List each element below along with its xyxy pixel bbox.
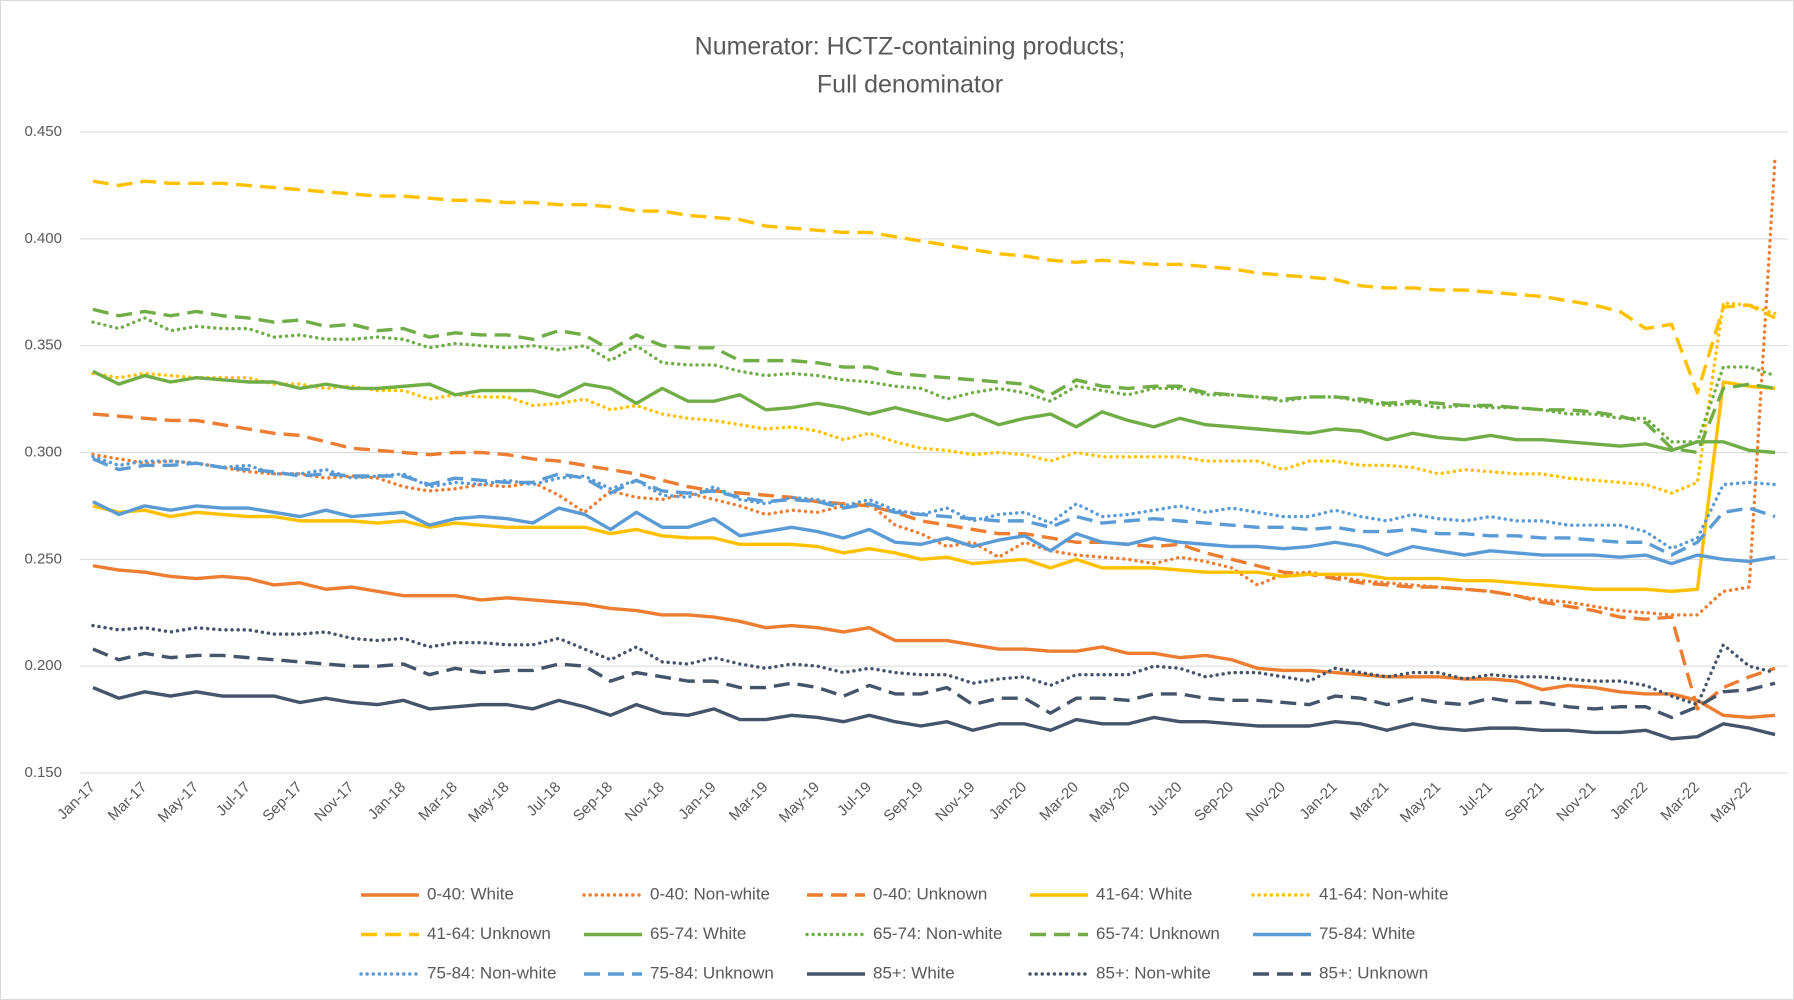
series-line: [92, 564, 1776, 720]
y-tick-label: 0.400: [24, 230, 62, 247]
legend-label: 0-40: Non-white: [650, 884, 770, 903]
legend-label: 75-84: White: [1319, 924, 1415, 943]
series-line: [92, 685, 1776, 741]
legend-label: 0-40: Unknown: [873, 884, 987, 903]
series-line: [92, 647, 1776, 720]
legend-label: 85+: Non-white: [1096, 963, 1211, 982]
series-line: [92, 179, 1776, 395]
y-tick-label: 0.450: [24, 123, 62, 140]
legend-label: 41-64: Unknown: [427, 924, 551, 943]
legend-label: 85+: White: [873, 963, 955, 982]
legend-label: 65-74: Non-white: [873, 924, 1002, 943]
legend-label: 41-64: Non-white: [1319, 884, 1448, 903]
chart-title: Numerator: HCTZ-containing products;: [695, 33, 1126, 61]
y-tick-label: 0.300: [24, 443, 62, 460]
chart-title: Full denominator: [817, 71, 1003, 99]
legend-label: 65-74: White: [650, 924, 746, 943]
y-tick-label: 0.350: [24, 337, 62, 354]
series-line: [91, 455, 1777, 551]
series-line: [92, 380, 1776, 594]
y-tick-label: 0.250: [24, 550, 62, 567]
legend-label: 75-84: Unknown: [650, 963, 774, 982]
legend-label: 0-40: White: [427, 884, 514, 903]
legend-label: 41-64: White: [1096, 884, 1192, 903]
series-line: [92, 457, 1776, 557]
y-tick-label: 0.200: [24, 657, 62, 674]
y-tick-label: 0.150: [24, 764, 62, 781]
series-line: [92, 369, 1776, 455]
legend-label: 85+: Unknown: [1319, 963, 1428, 982]
legend-label: 75-84: Non-white: [427, 963, 556, 982]
legend-label: 65-74: Unknown: [1096, 924, 1220, 943]
series-line: [92, 412, 1776, 711]
series-line: [91, 623, 1777, 707]
series-line: [92, 500, 1776, 566]
